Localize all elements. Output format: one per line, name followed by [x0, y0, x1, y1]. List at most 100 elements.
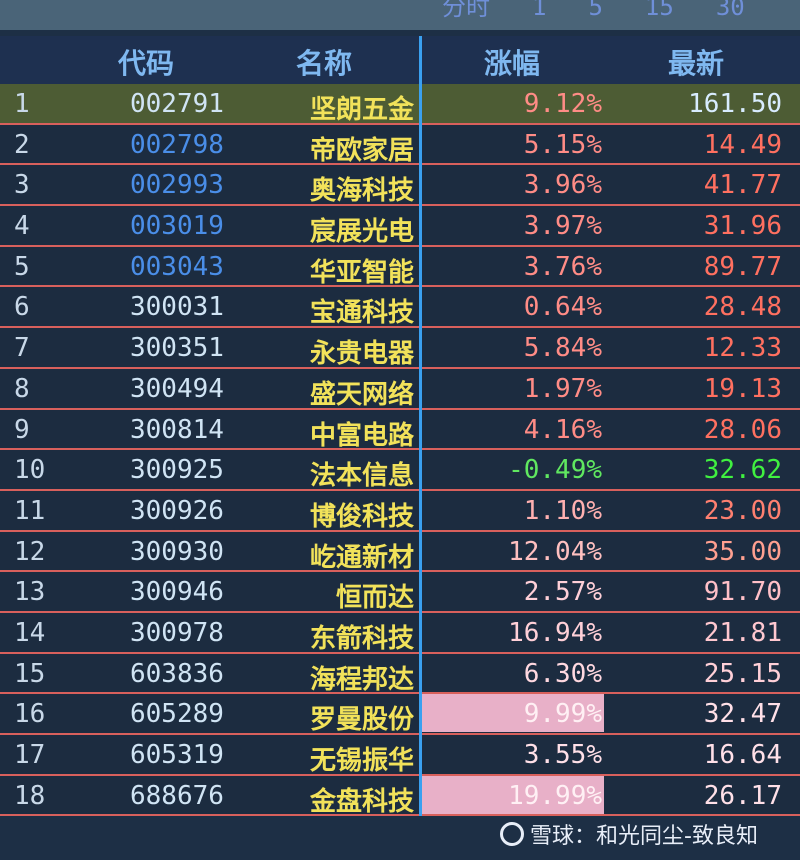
stock-name: 海程邦达	[309, 664, 414, 695]
stock-name: 屹通新材	[309, 542, 414, 573]
row-index: 15	[14, 658, 46, 689]
change-percent: 6.30%	[523, 658, 602, 689]
stock-list: 1 002791 坚朗五金 9.12% 161.50 2 002798 帝欧家居 5.15% 14…	[0, 84, 800, 817]
table-row[interactable]: 10 300925 法本信息 -0.49% 32.62	[0, 450, 800, 491]
table-row[interactable]: 13 300946 恒而达 2.57% 91.70	[0, 572, 800, 613]
row-index: 17	[14, 740, 46, 770]
stock-code: 300925	[130, 455, 224, 486]
change-percent: 12.04%	[508, 536, 602, 567]
last-price: 12.33	[703, 333, 782, 364]
stock-code: 688676	[130, 780, 224, 811]
stock-name: 恒而达	[335, 583, 414, 614]
column-divider	[419, 36, 422, 816]
row-index: 1	[14, 89, 30, 119]
stock-code: 003019	[130, 211, 224, 242]
last-price: 23.00	[703, 495, 782, 526]
table-row[interactable]: 6 300031 宝通科技 0.64% 28.48	[0, 287, 800, 328]
change-percent: 3.76%	[523, 251, 602, 282]
watermark-text: 雪球：和光同尘-致良知	[530, 824, 758, 849]
row-index: 5	[14, 251, 30, 282]
table-row[interactable]: 12 300930 屹通新材 12.04% 35.00	[0, 531, 800, 573]
stock-code: 605289	[130, 699, 224, 730]
table-row[interactable]: 4 003019 宸展光电 3.97% 31.96	[0, 206, 800, 247]
table-row[interactable]: 1 002791 坚朗五金 9.12% 161.50	[0, 84, 800, 125]
last-price: 35.00	[703, 536, 782, 567]
change-percent: 1.97%	[523, 373, 602, 404]
stock-name: 无锡振华	[309, 746, 414, 776]
stock-code: 002791	[130, 89, 224, 119]
last-price: 28.48	[703, 292, 782, 323]
toolbar-item[interactable]: 1	[532, 0, 547, 21]
change-percent: 3.55%	[523, 740, 602, 770]
row-index: 16	[14, 699, 46, 730]
table-row[interactable]: 2 002798 帝欧家居 5.15% 14.49	[0, 124, 800, 166]
stock-code: 603836	[130, 658, 224, 689]
stock-name: 宸展光电	[309, 217, 414, 248]
last-price: 32.47	[703, 699, 782, 730]
stock-name: 宝通科技	[309, 298, 414, 329]
header-change[interactable]: 涨幅	[484, 47, 541, 80]
stock-code: 605319	[130, 740, 224, 770]
stock-code: 002798	[130, 129, 224, 160]
last-price: 14.49	[703, 129, 782, 160]
header-code[interactable]: 代码	[118, 47, 175, 80]
change-percent: 5.15%	[523, 129, 602, 160]
stock-code: 300031	[130, 292, 224, 323]
stock-name: 盛天网络	[309, 379, 414, 410]
row-index: 14	[14, 617, 46, 648]
stock-code: 003043	[130, 251, 224, 282]
table-row[interactable]: 17 605319 无锡振华 3.55% 16.64	[0, 735, 800, 776]
change-percent: 1.10%	[523, 495, 602, 526]
table-header: 代码 名称 涨幅 最新	[0, 36, 800, 84]
stock-code: 300978	[130, 617, 224, 648]
table-row[interactable]: 9 300814 中富电路 4.16% 28.06	[0, 409, 800, 451]
table-row[interactable]: 5 003043 华亚智能 3.76% 89.77	[0, 246, 800, 288]
stock-code: 300494	[130, 373, 224, 404]
last-price: 19.13	[703, 373, 782, 404]
table-row[interactable]: 18 688676 金盘科技 19.99% 26.17	[0, 775, 800, 817]
last-price: 26.17	[703, 780, 782, 811]
last-price: 28.06	[703, 414, 782, 445]
toolbar-item[interactable]: 30	[715, 0, 745, 21]
limit-up-highlight	[422, 694, 604, 733]
row-index: 12	[14, 536, 46, 567]
row-index: 7	[14, 333, 30, 364]
stock-code: 300351	[130, 333, 224, 364]
change-percent: 16.94%	[508, 617, 602, 648]
stock-code: 300814	[130, 414, 224, 445]
toolbar-item[interactable]: 5	[588, 0, 603, 21]
table-row[interactable]: 11 300926 博俊科技 1.10% 23.00	[0, 490, 800, 532]
stock-name: 坚朗五金	[309, 95, 414, 125]
header-name[interactable]: 名称	[296, 47, 353, 80]
change-percent: 19.99%	[508, 780, 602, 811]
change-percent: 4.16%	[523, 414, 602, 445]
header-last[interactable]: 最新	[668, 47, 725, 80]
change-percent: 9.99%	[523, 699, 602, 730]
stock-code: 300926	[130, 495, 224, 526]
table-row[interactable]: 7 300351 永贵电器 5.84% 12.33	[0, 328, 800, 369]
row-index: 9	[14, 414, 30, 445]
row-index: 6	[14, 292, 30, 323]
stock-name: 金盘科技	[309, 786, 414, 817]
toolbar-item[interactable]: 分时	[442, 0, 490, 21]
last-price: 31.96	[703, 211, 782, 242]
stock-code: 002993	[130, 170, 224, 201]
last-price: 41.77	[703, 170, 782, 201]
top-toolbar: 分时 1 5 15 30	[0, 0, 800, 30]
watermark: 雪球：和光同尘-致良知	[500, 818, 758, 850]
last-price: 89.77	[703, 251, 782, 282]
last-price: 91.70	[703, 577, 782, 608]
table-row[interactable]: 16 605289 罗曼股份 9.99% 32.47	[0, 694, 800, 735]
table-row[interactable]: 3 002993 奥海科技 3.96% 41.77	[0, 165, 800, 206]
table-row[interactable]: 15 603836 海程邦达 6.30% 25.15	[0, 653, 800, 695]
row-index: 18	[14, 780, 46, 811]
table-row[interactable]: 14 300978 东箭科技 16.94% 21.81	[0, 612, 800, 654]
row-index: 13	[14, 577, 46, 608]
stock-name: 永贵电器	[309, 339, 414, 370]
stock-name: 罗曼股份	[309, 705, 414, 736]
change-percent: 2.57%	[523, 577, 602, 608]
toolbar-item[interactable]: 15	[644, 0, 674, 21]
limit-up-highlight	[422, 775, 604, 814]
stock-name: 奥海科技	[309, 176, 414, 207]
table-row[interactable]: 8 300494 盛天网络 1.97% 19.13	[0, 368, 800, 410]
